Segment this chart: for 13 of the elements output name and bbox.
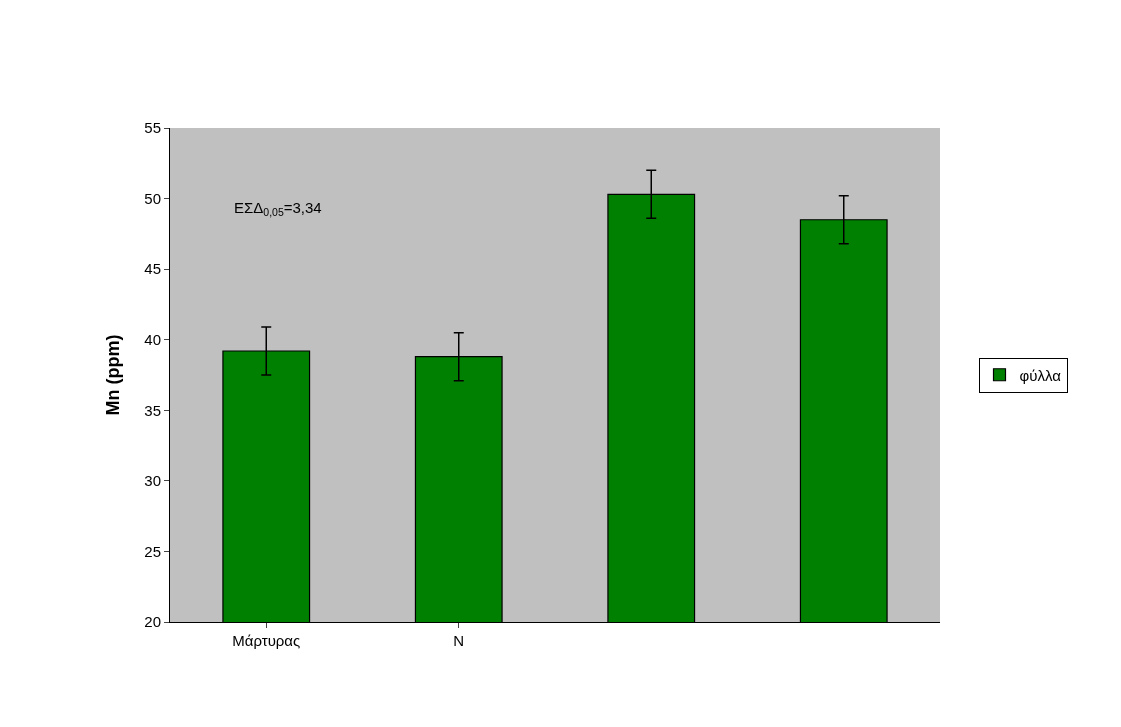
y-tick-label: 20 <box>144 613 161 631</box>
y-tick-label: 40 <box>144 330 161 348</box>
annotation: ΕΣΔ$_{0,05}$=3,34 <box>234 199 322 219</box>
y-tick-label: 25 <box>144 542 161 560</box>
y-tick-label: 45 <box>144 260 161 278</box>
y-tick-label: 35 <box>144 401 161 419</box>
y-axis-title: Mn (ppm) <box>102 334 123 416</box>
y-tick-label: 30 <box>144 472 161 490</box>
legend-label: φύλλα <box>1019 366 1062 384</box>
y-tick-label: 50 <box>144 189 161 207</box>
y-tick-label: 55 <box>144 119 161 137</box>
x-tick-label: N <box>453 632 465 649</box>
x-tick-label: Μάρτυρας <box>232 632 301 649</box>
